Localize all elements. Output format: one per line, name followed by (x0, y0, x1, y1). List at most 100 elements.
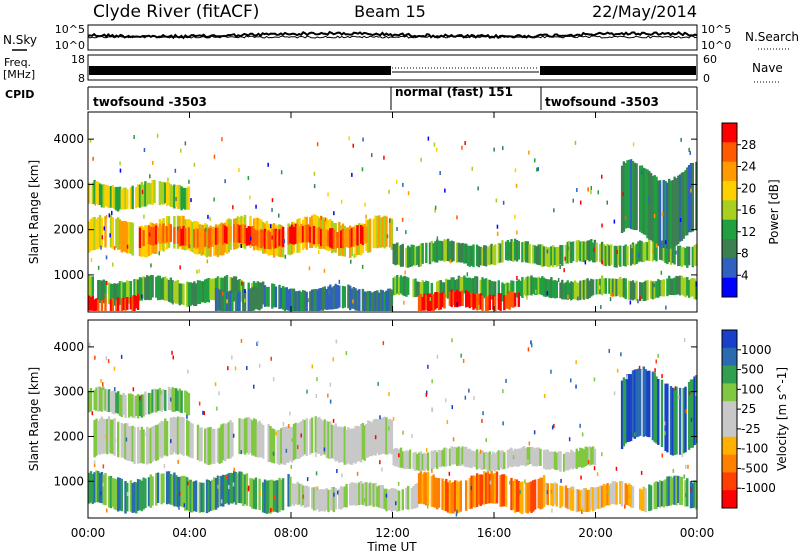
power-speck (434, 208, 436, 213)
power-cell (251, 226, 254, 247)
velocity-speck (489, 480, 492, 485)
velocity-cell (207, 479, 210, 513)
power-cell (323, 219, 326, 250)
velocity-cell (695, 481, 698, 510)
power-cell (494, 244, 497, 266)
velocity-cell (381, 417, 384, 454)
power-cell (321, 287, 325, 311)
velocity-cell (633, 369, 636, 439)
velocity-cell (372, 483, 375, 507)
power-speck (150, 263, 152, 268)
velocity-cell (619, 481, 622, 504)
power-cell (303, 290, 307, 311)
velocity-cell (517, 481, 520, 512)
power-cell (407, 277, 410, 295)
power-cell (452, 277, 455, 298)
power-cell (624, 163, 627, 229)
velocity-cell (249, 478, 252, 507)
power-cell (660, 279, 664, 297)
power-cell (178, 283, 181, 306)
power-cell (156, 275, 160, 301)
power-cell (153, 226, 156, 245)
power-cell (684, 247, 687, 266)
power-speck (404, 270, 406, 275)
power-cell (292, 226, 296, 245)
power-cell (218, 277, 221, 300)
power-speck (436, 236, 439, 241)
velocity-cell (642, 366, 645, 437)
velocity-cell (165, 421, 169, 457)
velocity-cell (363, 482, 366, 506)
velocity-cell (648, 484, 651, 512)
power-cell (548, 279, 551, 298)
power-speck (613, 219, 616, 224)
power-cell (263, 228, 267, 249)
power-speck (250, 236, 252, 241)
power-cell (504, 241, 508, 261)
power-speck (439, 171, 441, 175)
power-speck (270, 224, 272, 229)
velocity-cell (155, 424, 158, 462)
power-cell (349, 285, 352, 311)
power-colorbar-swatch (722, 277, 737, 298)
velocity-cell (100, 416, 104, 454)
velocity-speck (575, 360, 577, 365)
velocity-cell (205, 479, 209, 514)
velocity-cell (213, 477, 216, 510)
power-cell (262, 281, 265, 305)
velocity-cell (258, 478, 261, 510)
velocity-cell (513, 448, 517, 466)
velocity-cell (229, 420, 232, 459)
velocity-cell (416, 483, 419, 508)
velocity-cell (691, 379, 694, 448)
power-cell (318, 288, 321, 311)
power-cell (144, 277, 147, 301)
power-cell (300, 291, 303, 311)
velocity-cell (231, 422, 234, 457)
power-cell (93, 216, 96, 251)
power-cell (472, 278, 475, 295)
velocity-cell (414, 484, 417, 509)
power-cell (581, 280, 584, 299)
power-cell (687, 246, 691, 266)
velocity-cell (254, 477, 258, 510)
velocity-cell (97, 420, 100, 454)
velocity-cell (205, 427, 209, 465)
power-cell (238, 279, 241, 301)
velocity-cell (292, 423, 296, 461)
power-cell (115, 283, 118, 305)
velocity-cell (88, 390, 91, 413)
power-cell (189, 220, 192, 252)
velocity-cell (539, 448, 542, 466)
power-cell (443, 239, 446, 262)
velocity-cell (93, 420, 96, 458)
velocity-cell (644, 488, 647, 513)
velocity-speck (102, 382, 104, 387)
velocity-speck (550, 369, 552, 374)
power-cell (410, 244, 413, 267)
power-cell (541, 244, 544, 268)
power-speck (587, 187, 589, 192)
velocity-cell (468, 448, 471, 468)
velocity-cell (247, 417, 250, 455)
power-speck (464, 141, 466, 145)
velocity-cell (528, 482, 531, 512)
velocity-cell (289, 427, 292, 461)
power-cell (162, 223, 165, 243)
velocity-cell (300, 421, 303, 457)
power-speck (495, 198, 498, 203)
velocity-speck (120, 354, 123, 359)
velocity-cell (552, 451, 555, 469)
velocity-cell (452, 482, 455, 514)
velocity-speck (524, 479, 526, 484)
power-cell (379, 289, 383, 311)
velocity-speck (685, 409, 687, 414)
power-cell (124, 220, 127, 253)
power-cell (459, 243, 462, 263)
velocity-cell (450, 482, 453, 514)
velocity-cell (267, 424, 270, 463)
velocity-speck (688, 391, 691, 396)
velocity-cell (392, 449, 395, 466)
power-cell (338, 221, 341, 256)
power-cell (136, 294, 140, 310)
